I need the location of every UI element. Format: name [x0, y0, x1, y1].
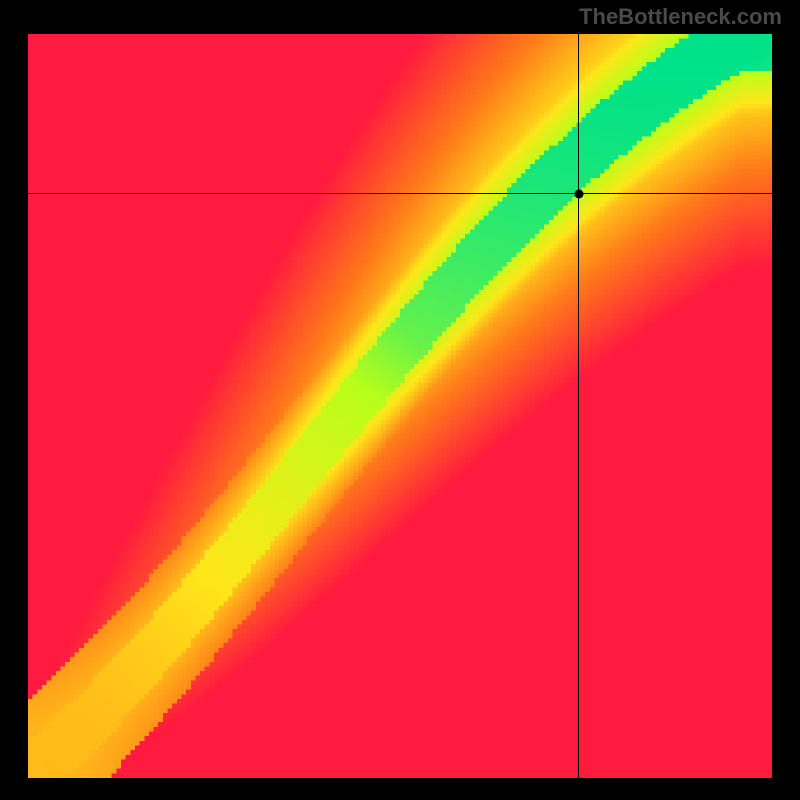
crosshair-vertical [578, 34, 579, 778]
watermark-text: TheBottleneck.com [579, 4, 782, 30]
heatmap-plot-area [28, 34, 772, 778]
crosshair-horizontal [28, 193, 772, 194]
crosshair-marker [574, 189, 583, 198]
heatmap-canvas [28, 34, 772, 778]
